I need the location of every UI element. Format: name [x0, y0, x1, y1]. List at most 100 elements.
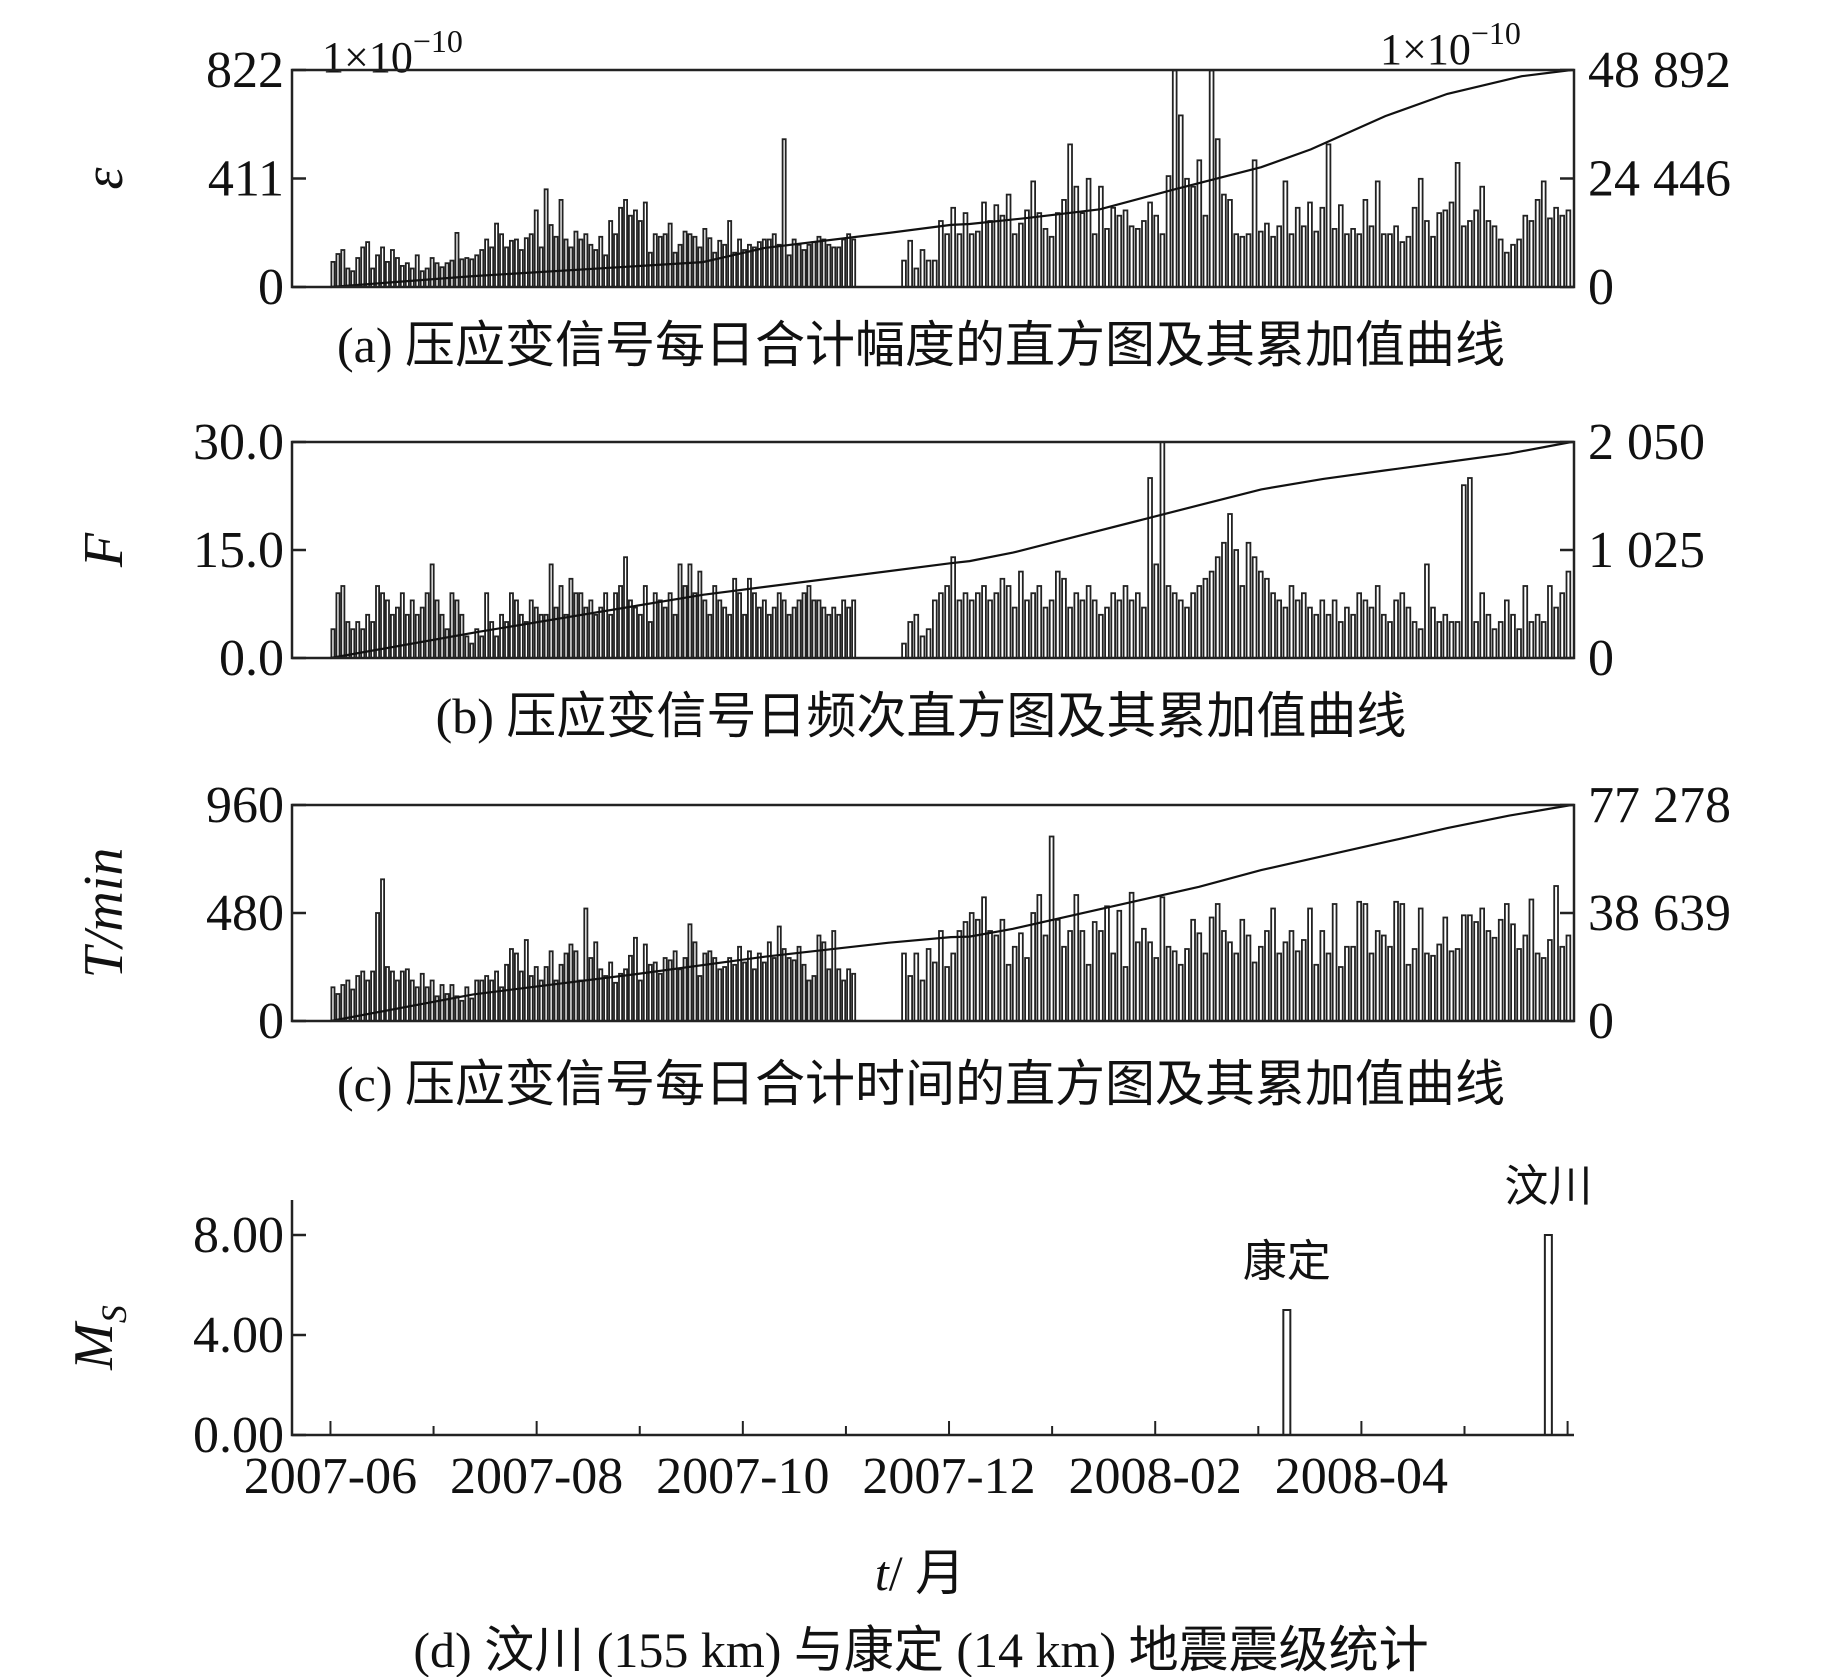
histogram-bar: [514, 238, 519, 288]
histogram-bar: [1178, 114, 1184, 288]
histogram-bar: [1454, 948, 1461, 1022]
histogram-bar: [1110, 592, 1117, 659]
histogram-bar: [1368, 952, 1375, 1022]
histogram-bar: [464, 635, 470, 659]
histogram-bar: [553, 979, 559, 1022]
histogram-bar: [1147, 477, 1153, 659]
histogram-bar: [459, 613, 465, 659]
histogram-bar: [340, 249, 346, 288]
histogram-bar: [901, 259, 907, 288]
histogram-bar: [913, 613, 920, 659]
histogram-bar: [925, 628, 932, 659]
histogram-bar: [1405, 963, 1412, 1022]
histogram-bar: [826, 243, 832, 288]
y-tick-label: 822: [206, 42, 284, 99]
histogram-bar: [1399, 241, 1406, 288]
histogram-bar: [771, 606, 777, 659]
histogram-bar: [811, 975, 817, 1022]
histogram-bar: [1565, 934, 1572, 1022]
histogram-bar: [409, 267, 415, 288]
y-tick-label: 0: [258, 259, 284, 316]
histogram-bar: [841, 238, 847, 288]
histogram-bar: [811, 599, 817, 659]
histogram-bar: [737, 238, 742, 288]
histogram-bar: [806, 243, 812, 288]
histogram-bar: [1110, 952, 1117, 1022]
histogram-bar: [1547, 217, 1553, 288]
histogram-bar: [1005, 193, 1012, 288]
histogram-bar: [1214, 556, 1221, 659]
panel-d: MS 0.00 4.00 8.00 康定 汶川 2007-06 2007-08 2007-10 2…: [63, 1162, 1592, 1677]
histogram-bar: [1141, 927, 1147, 1022]
histogram-bar: [1141, 606, 1147, 659]
y-axis-label: ε: [73, 167, 135, 190]
histogram-bar: [340, 585, 346, 659]
histogram-bar: [697, 246, 703, 288]
histogram-bar: [677, 243, 683, 288]
histogram-bar: [1528, 898, 1535, 1022]
histogram-bar: [776, 925, 782, 1022]
histogram-bar: [429, 563, 435, 659]
histogram-bar: [489, 621, 495, 659]
y-tick-label: 4.00: [193, 1307, 284, 1364]
histogram-bar: [1461, 484, 1467, 659]
histogram-bar: [956, 599, 963, 659]
histogram-bar: [981, 201, 987, 288]
histogram-bar: [429, 257, 435, 288]
histogram-bar: [1104, 905, 1110, 1022]
histogram-bar: [968, 233, 975, 288]
histogram-bar: [618, 206, 623, 288]
histogram-bar: [907, 239, 913, 288]
y-axis-label-main: M: [63, 1320, 125, 1371]
histogram-bar: [806, 585, 812, 659]
histogram-bar: [761, 238, 767, 288]
histogram-bar: [1497, 918, 1504, 1022]
histogram-bar: [1190, 918, 1196, 1022]
histogram-bar: [821, 606, 827, 659]
histogram-bar: [1098, 613, 1104, 659]
x-axis-label: t/ 月: [875, 1545, 965, 1601]
histogram-bar: [454, 599, 460, 659]
histogram-bar: [1048, 599, 1055, 659]
histogram-bar: [414, 254, 420, 288]
histogram-bar: [702, 599, 708, 659]
histogram-bar: [667, 222, 673, 288]
x-axis-label-var: t: [875, 1545, 890, 1601]
histogram-bar: [938, 930, 944, 1022]
histogram-bar: [677, 563, 683, 659]
histogram-bar: [1245, 934, 1252, 1022]
histogram-bar: [707, 613, 713, 659]
histogram-bar: [1153, 957, 1160, 1022]
histogram-bar: [781, 599, 787, 659]
histogram-bar: [603, 592, 609, 659]
histogram-bar: [1270, 235, 1276, 288]
histogram-bar: [1307, 907, 1313, 1022]
histogram-bar: [642, 201, 648, 288]
histogram-bar: [1147, 941, 1153, 1022]
histogram-bar: [1264, 222, 1270, 288]
histogram-bar: [919, 979, 926, 1022]
histogram-bar: [504, 963, 509, 1022]
histogram-bar: [756, 606, 762, 659]
histogram-bar: [1184, 177, 1190, 288]
histogram-bar: [907, 621, 913, 659]
histogram-bar: [1534, 952, 1541, 1022]
histogram-bar: [662, 957, 668, 1022]
x-tick-label: 2008-04: [1275, 1448, 1448, 1505]
histogram-bar: [752, 968, 757, 1022]
histogram-bar: [975, 592, 981, 659]
histogram-bar: [409, 599, 415, 659]
histogram-bar: [1540, 180, 1547, 288]
histogram-bar: [950, 556, 956, 659]
histogram-bar: [1344, 945, 1350, 1022]
histogram-bar: [375, 912, 380, 1022]
histogram-bar: [999, 577, 1006, 659]
histogram-bar: [796, 243, 802, 288]
histogram-bar: [563, 952, 569, 1022]
histogram-bar: [1104, 227, 1110, 288]
histogram-bar: [747, 577, 752, 659]
histogram-bar: [494, 222, 499, 288]
histogram-bar: [1313, 230, 1320, 288]
histogram-bar: [687, 563, 693, 659]
